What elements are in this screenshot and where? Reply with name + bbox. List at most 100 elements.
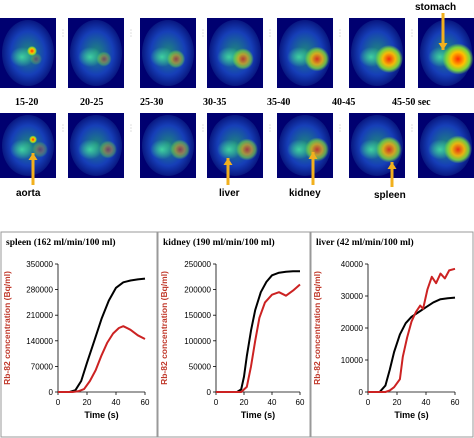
pet-scale-dot [202,124,204,126]
pet-image-row-2 [0,113,474,178]
pet-scale-dot [269,130,271,132]
pet-scale-dot [339,29,341,31]
x-tick-label: 40 [112,398,121,407]
arrow-head [223,158,233,165]
pet-hot-spot [442,43,474,75]
x-tick-label: 60 [296,398,305,407]
y-tick-label: 250000 [184,260,211,269]
pet-liver-region [150,139,174,160]
pet-hot-spot [236,138,258,161]
label-liver: liver [219,188,240,199]
series-line [216,270,300,393]
chart-panel-spleen: spleen (162 ml/min/100 ml) 0 70000 140000 21… [0,231,158,438]
arrow-head [438,43,448,50]
pet-hot-spot [170,139,190,160]
y-tick-label: 150000 [184,311,211,320]
x-axis-label: Time (s) [241,410,275,420]
pet-liver-region [10,139,34,160]
pet-scale-dot [411,127,413,129]
pet-aorta-spot [29,135,37,144]
pet-scale-dot [130,124,132,126]
pet-liver-region [78,139,102,160]
pet-scale-dot [62,32,64,34]
pet-scale-dot [62,124,64,126]
pet-scale-dot [411,32,413,34]
x-tick-label: 20 [240,398,249,407]
y-tick-label: 70000 [31,362,54,371]
panel-border [157,231,311,438]
y-tick-label: 100000 [184,337,211,346]
label-stomach: stomach [415,2,456,13]
label-aorta: aorta [16,188,41,199]
chart-panel-kidney: kidney (190 ml/min/100 ml) 0 50000 100000 15… [157,231,311,438]
pet-scale-dot [339,130,341,132]
y-tick-label: 210000 [26,311,53,320]
pet-scale-dot [62,35,64,37]
pet-hot-spot [304,46,330,72]
time-label: 45-50 sec [392,97,431,108]
x-tick-label: 0 [56,398,61,407]
panel-border [310,231,474,438]
x-tick-label: 20 [393,398,402,407]
y-tick-label: 20000 [341,324,364,333]
y-tick-label: 280000 [26,286,53,295]
pet-scale-dot [130,130,132,132]
x-axis-label: Time (s) [84,410,118,420]
pet-hot-spot [305,137,329,162]
pet-hot-spot [232,48,254,70]
series-line [368,296,456,393]
pet-scale-dot [202,29,204,31]
pet-scale-dot [411,35,413,37]
pet-scale-dot [62,127,64,129]
pet-scale-dot [62,130,64,132]
pet-hot-spot [375,45,403,73]
pet-scale-dot [202,32,204,34]
time-label: 25-30 [140,97,163,108]
pet-scale-dot [411,124,413,126]
pet-scale-dot [130,35,132,37]
pet-scale-dot [269,124,271,126]
chart-panel-liver: liver (42 ml/min/100 ml) 0 10000 20000 30000… [310,231,474,438]
series-line [368,267,456,393]
pet-hot-spot [96,51,112,67]
arrow-head [387,162,397,169]
y-tick-label: 350000 [26,260,53,269]
y-axis-label: Rb-82 concentration (Bq/ml) [312,271,322,385]
pet-hot-spot [166,49,186,69]
x-tick-label: 40 [268,398,277,407]
pet-aorta-spot [27,46,37,56]
pet-hot-spot [99,140,117,159]
pet-hot-spot [376,136,402,163]
y-tick-label: 50000 [189,362,212,371]
pet-scale-dot [411,130,413,132]
y-tick-label: 30000 [341,292,364,301]
y-tick-label: 0 [49,388,54,397]
pet-hot-spot [30,53,42,65]
series-line [216,283,301,393]
time-label: 40-45 [332,97,355,108]
pet-liver-region [217,139,241,160]
y-tick-label: 140000 [26,337,53,346]
y-axis-label: Rb-82 concentration (Bq/ml) [2,271,12,385]
pet-scale-dot [269,127,271,129]
pet-scale-dot [411,29,413,31]
y-tick-label: 10000 [341,356,364,365]
series-line [58,325,146,393]
pet-scale-dot [269,32,271,34]
organ-annotations: stomach aorta liver kidney spleen [16,2,456,201]
pet-scale-dot [202,130,204,132]
x-tick-label: 20 [83,398,92,407]
pet-scale-dot [269,29,271,31]
pet-liver-region [287,139,311,160]
pet-scale-dot [339,32,341,34]
pet-scale-dot [130,127,132,129]
pet-scale-dot [130,32,132,34]
pet-image-row-1 [0,18,474,88]
x-tick-label: 60 [451,398,460,407]
label-spleen: spleen [374,190,406,201]
x-tick-label: 60 [141,398,150,407]
pet-scale-dot [269,35,271,37]
pet-scale-dot [62,29,64,31]
arrow-head [308,152,318,159]
pet-scale-dot [202,127,204,129]
